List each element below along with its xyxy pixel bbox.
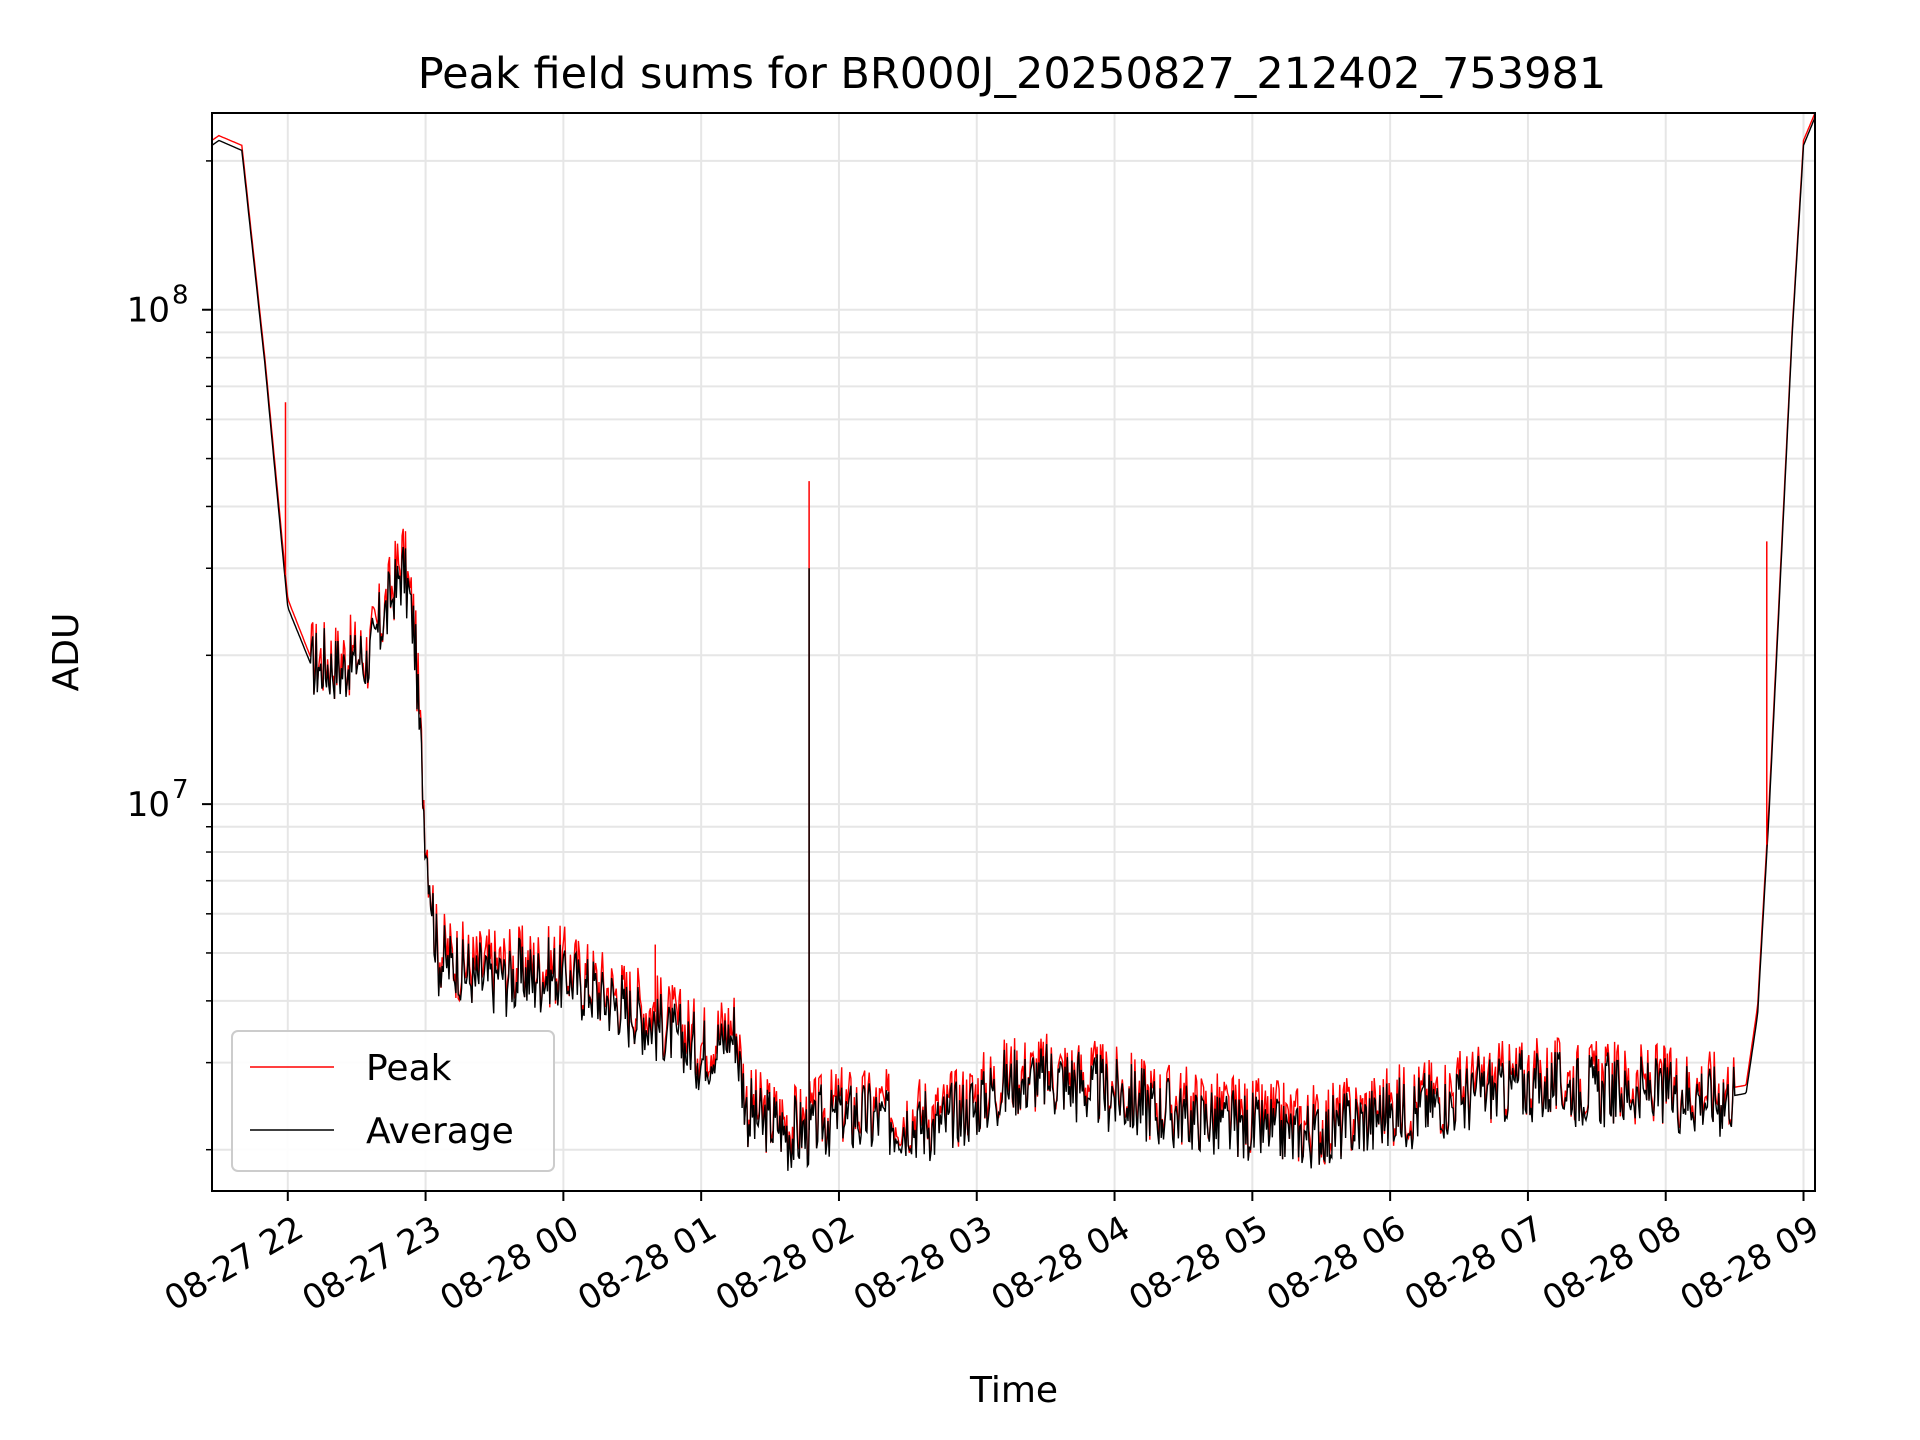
series-line-average (211, 117, 1816, 1171)
plot-frame (211, 112, 1816, 1192)
legend-label-peak: Peak (366, 1048, 452, 1089)
y-tick-label: 10 (127, 291, 170, 331)
plot-lines (211, 112, 1816, 1171)
y-tick-label-exponent: 7 (172, 775, 189, 805)
chart-title: Peak field sums for BR000J_20250827_2124… (418, 49, 1606, 99)
legend-label-average: Average (366, 1111, 514, 1152)
y-tick-label: 10 (127, 785, 170, 825)
x-axis-label: Time (969, 1370, 1058, 1411)
y-axis-label: ADU (46, 613, 87, 692)
grid (212, 113, 1815, 1191)
y-tick-label-exponent: 8 (172, 281, 189, 311)
legend: Peak Average (231, 1030, 555, 1172)
legend-frame (231, 1030, 555, 1172)
